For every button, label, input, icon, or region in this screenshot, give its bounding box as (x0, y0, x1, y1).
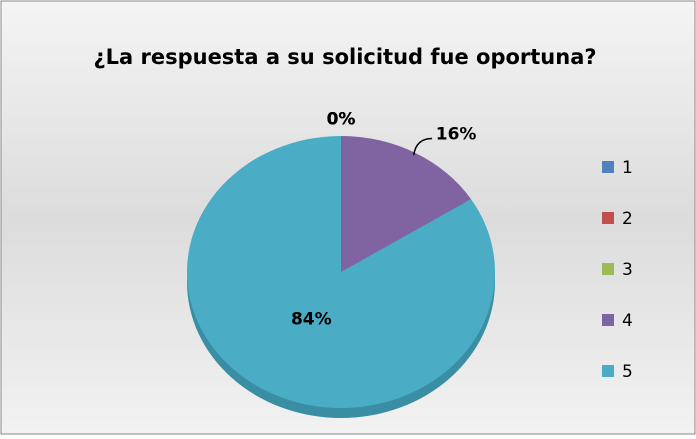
legend-label: 5 (622, 362, 633, 382)
legend-label: 3 (622, 260, 633, 280)
data-label: 0% (327, 110, 356, 130)
chart-title: ¿La respuesta a su solicitud fue oportun… (93, 45, 596, 69)
legend-swatch (602, 314, 614, 326)
legend-label: 4 (622, 311, 633, 331)
legend-label: 2 (622, 209, 633, 229)
leader-line (412, 137, 433, 156)
data-label: 84% (291, 310, 332, 330)
legend-swatch (602, 263, 614, 275)
legend-swatch (602, 161, 614, 173)
data-label: 0% (327, 110, 356, 130)
pie-slice (186, 136, 495, 408)
legend-swatch (602, 365, 614, 377)
legend-label: 1 (622, 158, 633, 178)
data-label: 16% (436, 125, 477, 145)
data-label: 0% (327, 110, 356, 130)
legend-swatch (602, 212, 614, 224)
pie-slice (341, 136, 472, 272)
